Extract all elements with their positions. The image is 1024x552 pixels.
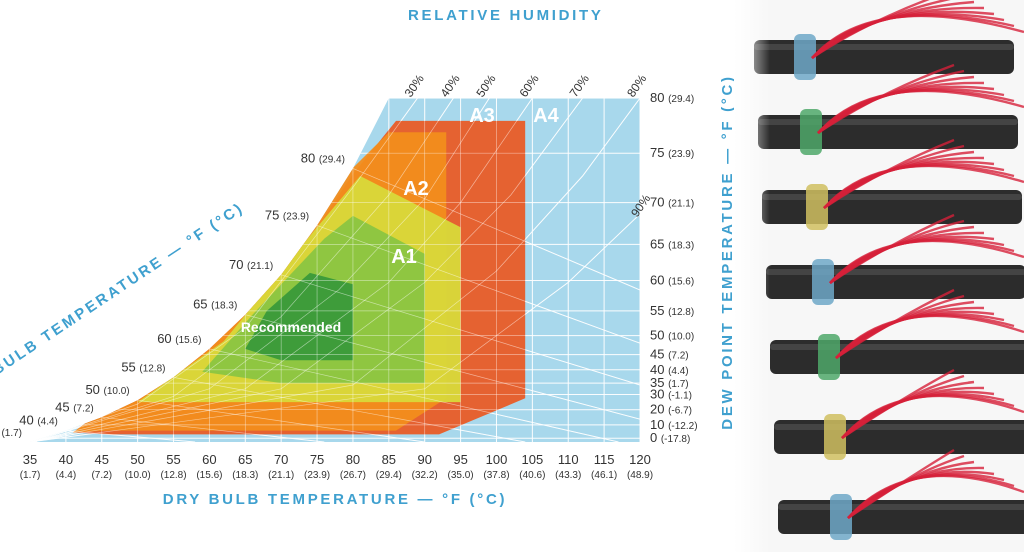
svg-text:0 (-17.8): 0 (-17.8) (650, 430, 690, 445)
rh-axis-title: RELATIVE HUMIDITY (408, 7, 604, 24)
zone-label-a4: A4 (533, 105, 559, 127)
svg-text:(37.8): (37.8) (483, 470, 509, 481)
svg-text:110: 110 (558, 452, 579, 467)
svg-text:(7.2): (7.2) (91, 470, 112, 481)
svg-text:20 (-6.7): 20 (-6.7) (650, 402, 692, 417)
svg-text:120: 120 (629, 452, 651, 467)
server-cables-art (734, 0, 1024, 552)
svg-text:40 (4.4): 40 (4.4) (650, 362, 689, 377)
svg-text:85: 85 (382, 452, 396, 467)
svg-text:55 (12.8): 55 (12.8) (121, 359, 165, 374)
svg-text:70 (21.1): 70 (21.1) (650, 195, 694, 210)
svg-text:50: 50 (130, 452, 144, 467)
svg-text:45: 45 (95, 452, 109, 467)
svg-text:35: 35 (23, 452, 37, 467)
svg-text:45 (7.2): 45 (7.2) (650, 347, 689, 362)
svg-text:80 (29.4): 80 (29.4) (301, 150, 345, 165)
zone-label-a2: A2 (403, 178, 429, 200)
svg-text:75 (23.9): 75 (23.9) (650, 145, 694, 160)
svg-text:(43.3): (43.3) (555, 470, 581, 481)
svg-text:55: 55 (166, 452, 180, 467)
x-axis-title: DRY BULB TEMPERATURE — °F (°C) (163, 491, 507, 508)
svg-text:75 (23.9): 75 (23.9) (265, 207, 309, 222)
svg-text:50%: 50% (473, 72, 498, 100)
svg-text:60 (15.6): 60 (15.6) (650, 273, 694, 288)
svg-text:105: 105 (522, 452, 544, 467)
svg-text:(32.2): (32.2) (412, 470, 438, 481)
svg-text:(18.3): (18.3) (232, 470, 258, 481)
svg-text:45 (7.2): 45 (7.2) (55, 399, 94, 414)
svg-text:70: 70 (274, 452, 288, 467)
svg-text:90: 90 (417, 452, 431, 467)
svg-text:(1.7): (1.7) (20, 470, 41, 481)
svg-text:(15.6): (15.6) (196, 470, 222, 481)
svg-text:60: 60 (202, 452, 216, 467)
svg-text:100: 100 (486, 452, 508, 467)
zone-label-a3: A3 (469, 105, 495, 127)
svg-text:50 (10.0): 50 (10.0) (85, 382, 129, 397)
svg-text:75: 75 (310, 452, 324, 467)
zone-label-recommended: Recommended (241, 319, 341, 335)
svg-text:115: 115 (594, 452, 615, 467)
svg-text:(46.1): (46.1) (591, 470, 617, 481)
svg-text:65: 65 (238, 452, 252, 467)
svg-text:(26.7): (26.7) (340, 470, 366, 481)
svg-text:(29.4): (29.4) (376, 470, 402, 481)
svg-text:40 (4.4): 40 (4.4) (19, 413, 58, 428)
svg-text:(48.9): (48.9) (627, 470, 653, 481)
svg-text:(21.1): (21.1) (268, 470, 294, 481)
svg-text:(35.0): (35.0) (448, 470, 474, 481)
svg-text:80: 80 (346, 452, 360, 467)
svg-text:65 (18.3): 65 (18.3) (650, 236, 694, 251)
svg-text:(23.9): (23.9) (304, 470, 330, 481)
svg-text:40%: 40% (438, 72, 463, 100)
svg-text:30%: 30% (402, 72, 427, 100)
svg-text:60 (15.6): 60 (15.6) (157, 331, 201, 346)
svg-text:(40.6): (40.6) (519, 470, 545, 481)
zone-label-a1: A1 (391, 246, 417, 268)
x-axis-ticks: 35 (1.7) 40 (4.4) 45 (7.2) 50 (10.0) 55 (12.8) 60 (… (20, 452, 653, 481)
svg-text:60%: 60% (516, 72, 541, 100)
svg-text:50 (10.0): 50 (10.0) (650, 328, 694, 343)
svg-text:55 (12.8): 55 (12.8) (650, 303, 694, 318)
svg-text:(12.8): (12.8) (160, 470, 186, 481)
svg-text:80 (29.4): 80 (29.4) (650, 90, 694, 105)
svg-text:95: 95 (453, 452, 467, 467)
svg-text:35 (1.7): 35 (1.7) (650, 375, 689, 390)
svg-text:40: 40 (59, 452, 73, 467)
svg-text:70 (21.1): 70 (21.1) (229, 257, 273, 272)
svg-text:10 (-12.2): 10 (-12.2) (650, 417, 698, 432)
svg-text:80%: 80% (624, 72, 649, 100)
svg-text:(10.0): (10.0) (125, 470, 151, 481)
svg-text:70%: 70% (567, 72, 592, 100)
svg-text:(4.4): (4.4) (56, 470, 77, 481)
svg-text:65 (18.3): 65 (18.3) (193, 297, 237, 312)
dew-axis-ticks: 0 (-17.8)10 (-12.2)20 (-6.7)30 (-1.1)35 … (650, 90, 698, 445)
